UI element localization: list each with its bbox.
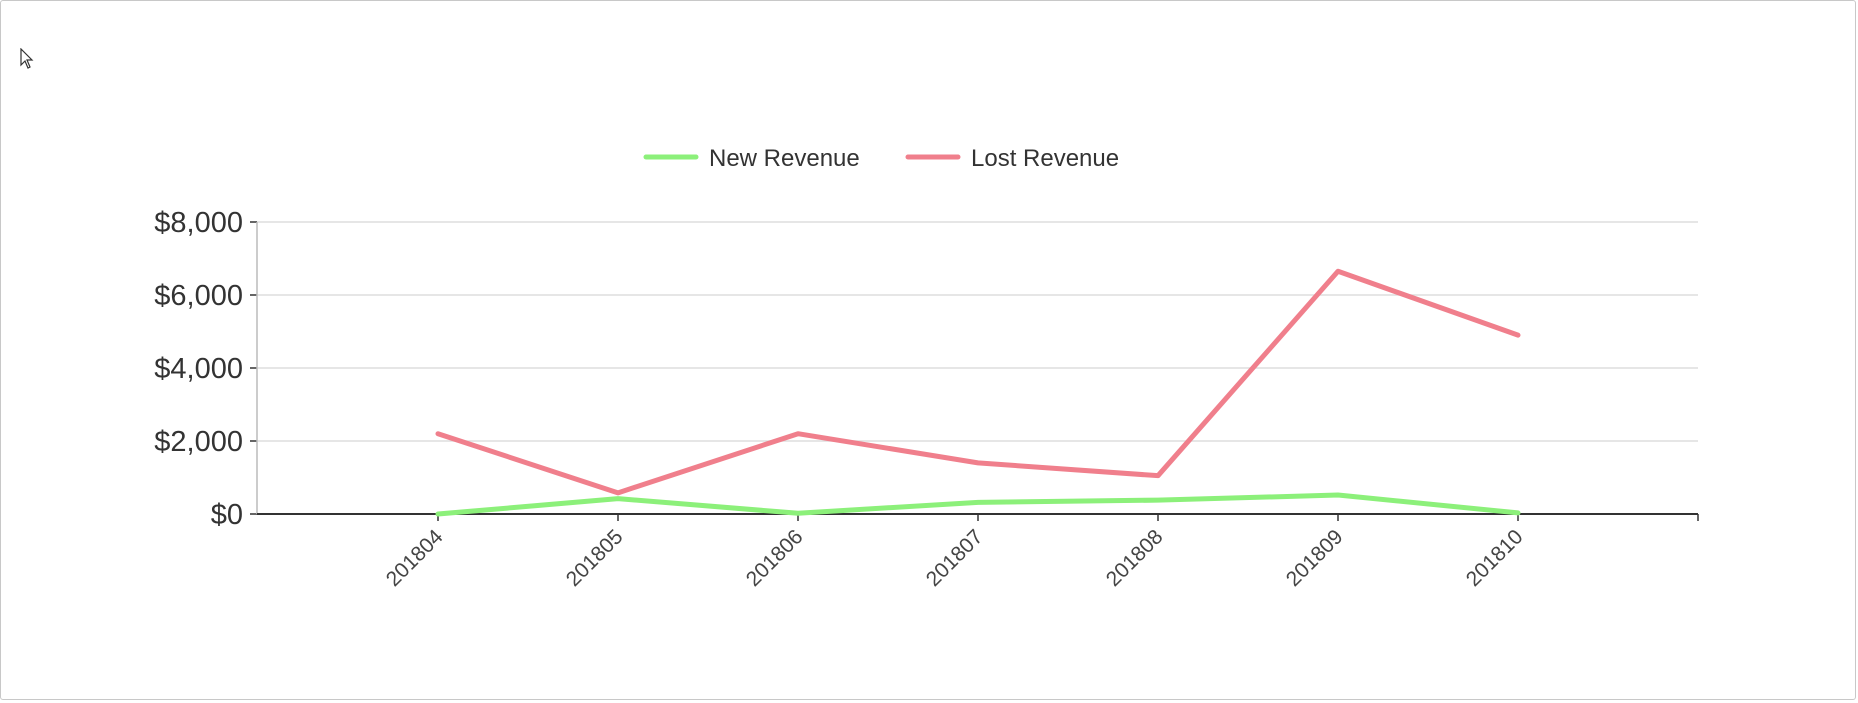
y-tick-label: $8,000 [154,207,243,239]
legend-item-new-revenue[interactable]: New Revenue [643,145,860,172]
grid-lines [250,221,1698,515]
x-tick-label: 201810 [1462,525,1528,591]
x-tick-labels: 201804 201805 201806 201807 201808 201809 2018… [382,525,1528,591]
lost-revenue-line [435,268,1521,496]
legend-label: Lost Revenue [971,145,1119,172]
series-lines [435,268,1521,517]
x-tick-label: 201808 [1102,525,1168,591]
legend-item-lost-revenue[interactable]: Lost Revenue [905,145,1119,172]
y-tick-label: $4,000 [154,353,243,385]
y-tick-label: $0 [211,499,243,531]
x-tick-label: 201806 [742,525,808,591]
x-tick-label: 201807 [922,525,988,591]
y-tick-label: $2,000 [154,426,243,458]
new-revenue-line [435,492,1521,517]
x-tick-label: 201809 [1282,525,1348,591]
legend-label: New Revenue [709,145,860,172]
x-tick-label: 201805 [562,525,628,591]
legend: New Revenue Lost Revenue [643,145,1119,172]
y-tick-labels: $0 $2,000 $4,000 $6,000 $8,000 [154,207,243,531]
y-tick-label: $6,000 [154,280,243,312]
arrow-cursor-icon [20,48,34,69]
axes [256,222,1699,521]
x-tick-label: 201804 [382,525,448,591]
